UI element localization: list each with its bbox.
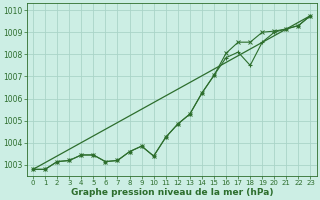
X-axis label: Graphe pression niveau de la mer (hPa): Graphe pression niveau de la mer (hPa)	[70, 188, 273, 197]
